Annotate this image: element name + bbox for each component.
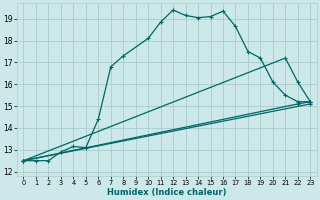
X-axis label: Humidex (Indice chaleur): Humidex (Indice chaleur) — [107, 188, 227, 197]
